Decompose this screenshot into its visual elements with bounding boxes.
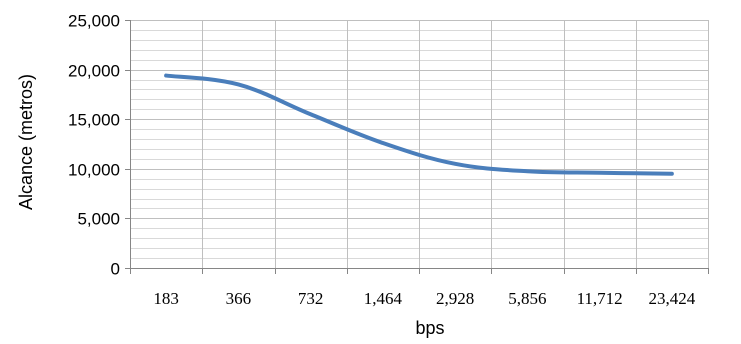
x-tick-label: 732 — [298, 289, 324, 308]
grid-layer — [130, 20, 709, 268]
y-tick-label: 5,000 — [77, 210, 120, 229]
x-tick-label: 23,424 — [649, 289, 696, 308]
x-tick-label: 11,712 — [577, 289, 623, 308]
label-layer: 0 5,000 10,000 15,000 20,000 25,000 183 366 732 1… — [68, 12, 696, 309]
y-tick-label: 10,000 — [68, 161, 120, 180]
x-tick-label: 183 — [153, 289, 179, 308]
y-tick-label: 0 — [111, 260, 120, 279]
y-tick-label: 25,000 — [68, 12, 120, 31]
y-tick-label: 15,000 — [68, 111, 120, 130]
axis-layer — [125, 20, 709, 274]
y-tick-label: 20,000 — [68, 62, 120, 81]
x-tick-label: 2,928 — [436, 289, 474, 308]
series-line — [164, 73, 674, 176]
y-axis-title: Alcance (metros) — [16, 74, 36, 210]
x-tick-label: 5,856 — [508, 289, 546, 308]
series-layer — [164, 73, 674, 176]
x-axis-title: bps — [415, 318, 444, 338]
x-tick-label: 1,464 — [364, 289, 403, 308]
x-tick-label: 366 — [226, 289, 252, 308]
